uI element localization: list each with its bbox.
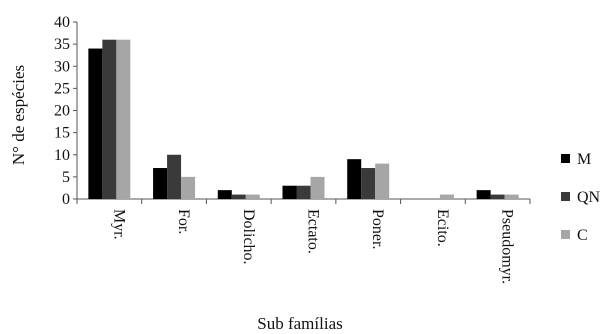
- x-tick-label: Ecito.: [434, 209, 451, 247]
- y-axis-label: N° de espécies: [9, 65, 28, 165]
- bar: [361, 168, 376, 199]
- y-tick-label: 5: [62, 169, 70, 186]
- bar: [88, 48, 103, 199]
- x-tick-label: For.: [175, 209, 192, 234]
- x-axis-label: Sub famílias: [257, 314, 342, 333]
- bar: [116, 39, 131, 200]
- bar: [375, 163, 390, 199]
- bar: [282, 185, 297, 199]
- bar: [245, 194, 260, 199]
- bar: [296, 185, 311, 199]
- bar: [347, 159, 362, 199]
- x-tick-label: Pseudomyr.: [499, 209, 516, 284]
- x-axis: Myr. For. Dolicho. Ectato. Poner. Ecito. Pseud…: [76, 198, 531, 284]
- bar: [490, 194, 505, 199]
- bar: [439, 194, 454, 199]
- bar: [310, 176, 325, 199]
- legend-label: C: [577, 227, 588, 244]
- y-axis: 0 5 10 15 20 25 30 35 40: [54, 14, 78, 208]
- legend-label: QN: [577, 189, 601, 206]
- y-tick-label: 10: [54, 147, 70, 164]
- legend: M QN C: [561, 151, 601, 244]
- legend-swatch: [561, 230, 570, 239]
- x-tick-label: Ectato.: [305, 209, 322, 254]
- y-tick-label: 40: [54, 14, 70, 31]
- legend-label: M: [577, 151, 591, 168]
- bar: [153, 168, 168, 199]
- bar: [231, 194, 246, 199]
- y-tick-label: 25: [54, 80, 70, 97]
- y-tick-label: 35: [54, 36, 70, 53]
- x-tick-label: Poner.: [369, 209, 386, 249]
- bar: [181, 176, 196, 199]
- bar: [504, 194, 519, 199]
- bar: [102, 39, 117, 200]
- legend-swatch: [561, 192, 570, 201]
- y-tick-label: 15: [54, 125, 70, 142]
- x-tick-label: Myr.: [110, 209, 127, 240]
- bar: [167, 154, 182, 199]
- y-tick-label: 0: [62, 191, 70, 208]
- y-tick-label: 30: [54, 58, 70, 75]
- bars: [88, 39, 519, 200]
- bar: [217, 190, 232, 199]
- bar: [476, 190, 491, 199]
- x-tick-label: Dolicho.: [240, 209, 257, 265]
- y-tick-label: 20: [54, 103, 70, 120]
- legend-swatch: [561, 154, 570, 163]
